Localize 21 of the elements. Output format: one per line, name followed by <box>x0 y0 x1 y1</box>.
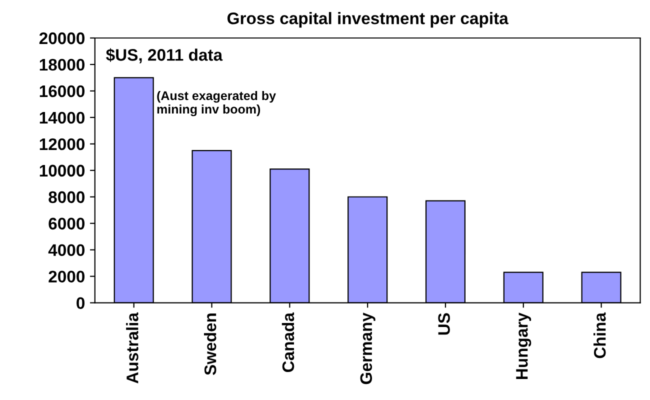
x-tick-label: US <box>438 313 450 335</box>
x-tick-label: Sweden <box>204 314 216 376</box>
x-tick-label: Hungary <box>516 312 532 380</box>
y-tick-label: 12000 <box>40 138 84 150</box>
y-tick-label: 18000 <box>40 58 84 71</box>
y-tick-label: 10000 <box>40 164 84 177</box>
y-tick-label: 6000 <box>48 218 84 230</box>
x-tick-label: Australia <box>126 312 138 384</box>
x-tick-label: Canada <box>282 312 294 372</box>
y-tick-label: 8000 <box>48 191 84 204</box>
y-tick-label: 4000 <box>48 244 84 256</box>
x-tick-label: China <box>594 312 606 358</box>
y-tick-label: 2000 <box>48 270 84 283</box>
y-tick-label: 16000 <box>40 85 84 98</box>
annotation: (Aust exagerated by mining inv boom) <box>157 90 276 116</box>
chart-title: Gross capital investment per capita <box>227 12 508 28</box>
y-tick-label: 14000 <box>40 112 84 124</box>
annotation: $US, 2011 data <box>106 48 223 64</box>
x-tick-label: Germany <box>360 312 376 384</box>
y-tick-label: 20000 <box>39 32 84 44</box>
y-tick-label: 0 <box>76 297 84 310</box>
